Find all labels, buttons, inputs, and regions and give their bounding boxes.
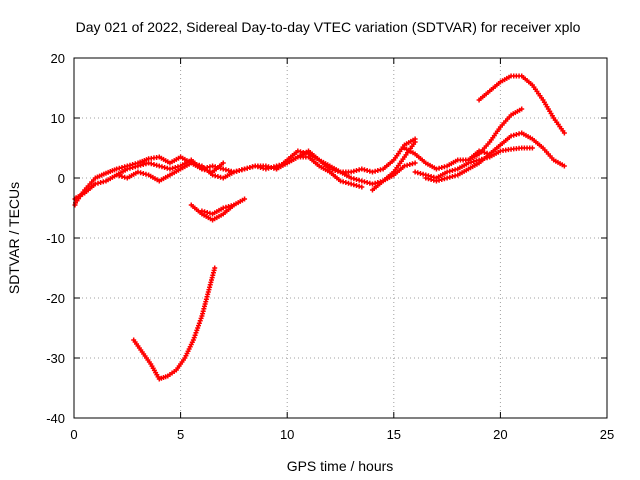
x-tick-label: 15 bbox=[387, 427, 401, 442]
x-axis-label: GPS time / hours bbox=[287, 458, 394, 474]
series-arc3 bbox=[114, 157, 226, 178]
series-arc4 bbox=[274, 154, 365, 190]
y-tick-label: -30 bbox=[46, 351, 65, 366]
x-tick-label: 0 bbox=[70, 427, 77, 442]
data-point bbox=[519, 106, 525, 112]
plot-border bbox=[73, 57, 608, 419]
tick-labels: 0 5 10 15 20 25 -40 -30 -20 -10 0 10 20 bbox=[46, 51, 614, 442]
series-arc10 bbox=[476, 73, 567, 136]
y-tick-label: -10 bbox=[46, 231, 65, 246]
y-tick-label: 0 bbox=[58, 171, 65, 186]
x-tick-label: 20 bbox=[493, 427, 507, 442]
y-tick-label: -20 bbox=[46, 291, 65, 306]
data-point bbox=[231, 202, 237, 208]
series-arc5 bbox=[369, 139, 418, 193]
series-arc13 bbox=[131, 265, 218, 382]
data-point bbox=[212, 265, 218, 271]
x-tick-label: 10 bbox=[280, 427, 294, 442]
y-tick-label: 10 bbox=[51, 111, 65, 126]
chart-title: Day 021 of 2022, Sidereal Day-to-day VTE… bbox=[76, 19, 581, 35]
series-arc12 bbox=[199, 202, 237, 217]
data-points bbox=[72, 73, 567, 382]
data-point bbox=[412, 160, 418, 166]
series-arc7 bbox=[412, 145, 535, 181]
data-point bbox=[561, 163, 567, 169]
y-tick-label: 20 bbox=[51, 51, 65, 66]
data-point bbox=[359, 184, 365, 190]
x-tick-label: 25 bbox=[600, 427, 614, 442]
data-point bbox=[242, 196, 248, 202]
x-tick-label: 5 bbox=[177, 427, 184, 442]
data-point bbox=[412, 139, 418, 145]
data-point bbox=[220, 160, 226, 166]
y-axis-label: SDTVAR / TECUs bbox=[6, 182, 22, 294]
data-point bbox=[561, 130, 567, 136]
series-arc8 bbox=[423, 130, 567, 184]
series-arc9 bbox=[465, 106, 525, 163]
y-tick-label: -40 bbox=[46, 411, 65, 426]
data-point bbox=[529, 145, 535, 151]
